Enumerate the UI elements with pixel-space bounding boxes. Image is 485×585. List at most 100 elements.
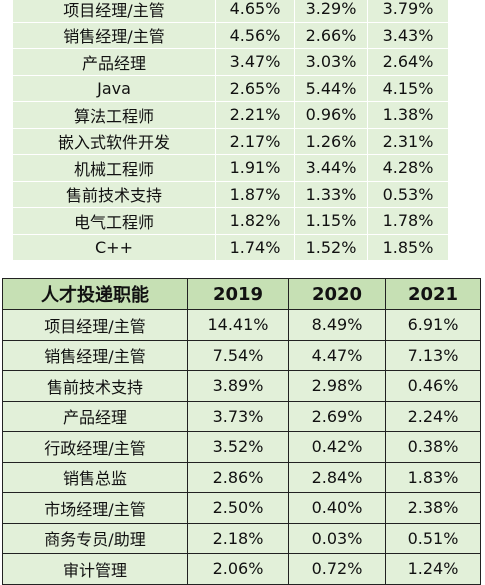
- table-row: 商务专员/助理 2.18% 0.03% 0.51%: [2, 522, 481, 554]
- header-row: 人才投递职能 2019 2020 2021: [2, 278, 481, 310]
- value-cell: 2.06%: [187, 553, 289, 585]
- value-cell: 2.17%: [215, 127, 295, 155]
- value-cell: 5.44%: [294, 74, 368, 102]
- role-cell: 机械工程师: [12, 154, 216, 182]
- table-row: 算法工程师 2.21% 0.96% 1.38%: [12, 101, 449, 129]
- value-cell: 3.89%: [187, 370, 289, 402]
- bottom-table-body: 项目经理/主管 14.41% 8.49% 6.91% 销售经理/主管 7.54%…: [2, 309, 481, 585]
- value-cell: 0.72%: [288, 553, 386, 585]
- table-row: 销售经理/主管 7.54% 4.47% 7.13%: [2, 339, 481, 371]
- value-cell: 0.51%: [385, 522, 481, 554]
- value-cell: 2.65%: [215, 74, 295, 102]
- table-row: C++ 1.74% 1.52% 1.85%: [12, 233, 449, 261]
- value-cell: 2.38%: [385, 492, 481, 524]
- value-cell: 1.33%: [294, 180, 368, 208]
- table-row: 电气工程师 1.82% 1.15% 1.78%: [12, 207, 449, 235]
- value-cell: 2.18%: [187, 522, 289, 554]
- role-cell: 销售经理/主管: [2, 339, 188, 371]
- value-cell: 3.79%: [367, 0, 449, 23]
- value-cell: 4.65%: [215, 0, 295, 23]
- value-cell: 2.31%: [367, 127, 449, 155]
- value-cell: 1.91%: [215, 154, 295, 182]
- table-row: 项目经理/主管 4.65% 3.29% 3.79%: [12, 0, 449, 23]
- top-stats-table: 项目经理/主管 4.65% 3.29% 3.79% 销售经理/主管 4.56% …: [12, 0, 449, 261]
- value-cell: 0.46%: [385, 370, 481, 402]
- value-cell: 3.73%: [187, 400, 289, 432]
- value-cell: 1.82%: [215, 207, 295, 235]
- value-cell: 3.47%: [215, 48, 295, 76]
- value-cell: 3.03%: [294, 48, 368, 76]
- table-row: 项目经理/主管 14.41% 8.49% 6.91%: [2, 309, 481, 341]
- value-cell: 0.40%: [288, 492, 386, 524]
- value-cell: 1.85%: [367, 233, 449, 261]
- table-row: 嵌入式软件开发 2.17% 1.26% 2.31%: [12, 127, 449, 155]
- role-cell: 销售总监: [2, 461, 188, 493]
- value-cell: 3.29%: [294, 0, 368, 23]
- table-row: 产品经理 3.73% 2.69% 2.24%: [2, 400, 481, 432]
- value-cell: 1.78%: [367, 207, 449, 235]
- value-cell: 4.47%: [288, 339, 386, 371]
- role-cell: C++: [12, 233, 216, 261]
- value-cell: 14.41%: [187, 309, 289, 341]
- value-cell: 0.42%: [288, 431, 386, 463]
- table-row: 销售经理/主管 4.56% 2.66% 3.43%: [12, 21, 449, 49]
- table-row: 产品经理 3.47% 3.03% 2.64%: [12, 48, 449, 76]
- table-row: 市场经理/主管 2.50% 0.40% 2.38%: [2, 492, 481, 524]
- value-cell: 1.52%: [294, 233, 368, 261]
- role-cell: 审计管理: [2, 553, 188, 585]
- value-cell: 3.44%: [294, 154, 368, 182]
- value-cell: 0.03%: [288, 522, 386, 554]
- role-cell: 嵌入式软件开发: [12, 127, 216, 155]
- role-cell: 售前技术支持: [2, 370, 188, 402]
- value-cell: 3.43%: [367, 21, 449, 49]
- value-cell: 4.28%: [367, 154, 449, 182]
- role-cell: 商务专员/助理: [2, 522, 188, 554]
- value-cell: 2.66%: [294, 21, 368, 49]
- value-cell: 0.38%: [385, 431, 481, 463]
- value-cell: 1.87%: [215, 180, 295, 208]
- role-cell: 产品经理: [12, 48, 216, 76]
- value-cell: 1.83%: [385, 461, 481, 493]
- value-cell: 7.54%: [187, 339, 289, 371]
- value-cell: 3.52%: [187, 431, 289, 463]
- table-row: 销售总监 2.86% 2.84% 1.83%: [2, 461, 481, 493]
- bottom-table-head: 人才投递职能 2019 2020 2021: [2, 278, 481, 310]
- value-cell: 4.15%: [367, 74, 449, 102]
- value-cell: 2.86%: [187, 461, 289, 493]
- table-row: 机械工程师 1.91% 3.44% 4.28%: [12, 154, 449, 182]
- role-cell: 市场经理/主管: [2, 492, 188, 524]
- table-row: 行政经理/主管 3.52% 0.42% 0.38%: [2, 431, 481, 463]
- value-cell: 2.98%: [288, 370, 386, 402]
- table-row: Java 2.65% 5.44% 4.15%: [12, 74, 449, 102]
- role-cell: 项目经理/主管: [12, 0, 216, 23]
- role-cell: 电气工程师: [12, 207, 216, 235]
- role-cell: 售前技术支持: [12, 180, 216, 208]
- top-table-body: 项目经理/主管 4.65% 3.29% 3.79% 销售经理/主管 4.56% …: [12, 0, 449, 261]
- value-cell: 4.56%: [215, 21, 295, 49]
- value-cell: 1.74%: [215, 233, 295, 261]
- header-role: 人才投递职能: [2, 278, 188, 310]
- value-cell: 2.64%: [367, 48, 449, 76]
- role-cell: Java: [12, 74, 216, 102]
- value-cell: 1.38%: [367, 101, 449, 129]
- value-cell: 2.84%: [288, 461, 386, 493]
- value-cell: 0.53%: [367, 180, 449, 208]
- value-cell: 0.96%: [294, 101, 368, 129]
- value-cell: 8.49%: [288, 309, 386, 341]
- role-cell: 产品经理: [2, 400, 188, 432]
- header-year-2021: 2021: [385, 278, 481, 310]
- table-row: 售前技术支持 1.87% 1.33% 0.53%: [12, 180, 449, 208]
- value-cell: 2.21%: [215, 101, 295, 129]
- role-cell: 项目经理/主管: [2, 309, 188, 341]
- header-year-2020: 2020: [288, 278, 386, 310]
- value-cell: 1.15%: [294, 207, 368, 235]
- role-cell: 销售经理/主管: [12, 21, 216, 49]
- bottom-stats-table: 人才投递职能 2019 2020 2021 项目经理/主管 14.41% 8.4…: [2, 278, 481, 585]
- header-year-2019: 2019: [187, 278, 289, 310]
- table-row: 售前技术支持 3.89% 2.98% 0.46%: [2, 370, 481, 402]
- value-cell: 2.69%: [288, 400, 386, 432]
- value-cell: 7.13%: [385, 339, 481, 371]
- value-cell: 2.50%: [187, 492, 289, 524]
- table-row: 审计管理 2.06% 0.72% 1.24%: [2, 553, 481, 585]
- value-cell: 1.24%: [385, 553, 481, 585]
